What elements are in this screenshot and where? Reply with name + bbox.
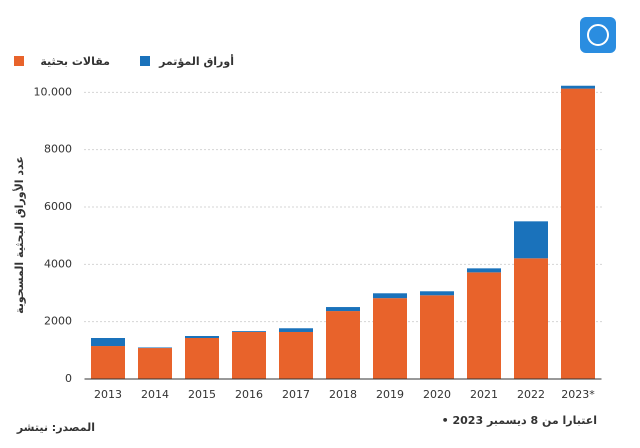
- y-axis-title: عدد الأوراق البحثية المسحوبة: [12, 156, 26, 314]
- bar-segment: [514, 258, 548, 379]
- bar-segment: [138, 348, 172, 379]
- logo: [580, 17, 616, 53]
- x-tick-label: 2023*: [561, 388, 595, 401]
- bar-segment: [326, 307, 360, 312]
- bar-segment: [373, 298, 407, 379]
- bar-segment: [467, 268, 501, 273]
- legend-label: مقالات بحثية: [40, 55, 110, 68]
- x-tick-label: 2022: [517, 388, 545, 401]
- x-tick-label: 2019: [376, 388, 404, 401]
- y-tick-label: 0: [65, 372, 72, 385]
- x-tick-label: 2017: [282, 388, 310, 401]
- bar-segment: [420, 295, 454, 379]
- x-tick-label: 2013: [94, 388, 122, 401]
- y-tick-label: 2000: [44, 315, 72, 328]
- bar-segment: [91, 338, 125, 347]
- bar-segment: [561, 88, 595, 380]
- bar-segment: [561, 85, 595, 89]
- y-tick-label: 6000: [44, 200, 72, 213]
- bar-segment: [91, 346, 125, 379]
- x-tick-label: 2014: [141, 388, 169, 401]
- legend-swatch: [14, 56, 24, 66]
- bar-segment: [232, 331, 266, 379]
- bar-segment: [326, 311, 360, 379]
- bar-segment: [185, 338, 219, 379]
- footnote: • اعتبارا من 8 ديسمبر 2023: [442, 414, 597, 427]
- bar-segment: [467, 272, 501, 379]
- x-tick-label: 2016: [235, 388, 263, 401]
- legend-label: أوراق المؤتمر: [158, 54, 234, 68]
- x-tick-label: 2020: [423, 388, 451, 401]
- bar-segment: [420, 291, 454, 296]
- bar-segment: [138, 347, 172, 349]
- bar-segment: [514, 221, 548, 259]
- y-tick-label: 4000: [44, 257, 72, 270]
- y-tick-label: 10.000: [34, 85, 73, 98]
- bar-segment: [279, 328, 313, 332]
- logo-emblem: [587, 24, 609, 46]
- bar-segment: [373, 293, 407, 299]
- source: المصدر: نيتشر: [16, 421, 95, 434]
- x-tick-label: 2018: [329, 388, 357, 401]
- bar-segment: [232, 331, 266, 332]
- x-tick-label: 2015: [188, 388, 216, 401]
- y-tick-label: 8000: [44, 143, 72, 156]
- x-tick-label: 2021: [470, 388, 498, 401]
- bar-segment: [279, 331, 313, 379]
- bar-segment: [185, 336, 219, 339]
- legend-swatch: [140, 56, 150, 66]
